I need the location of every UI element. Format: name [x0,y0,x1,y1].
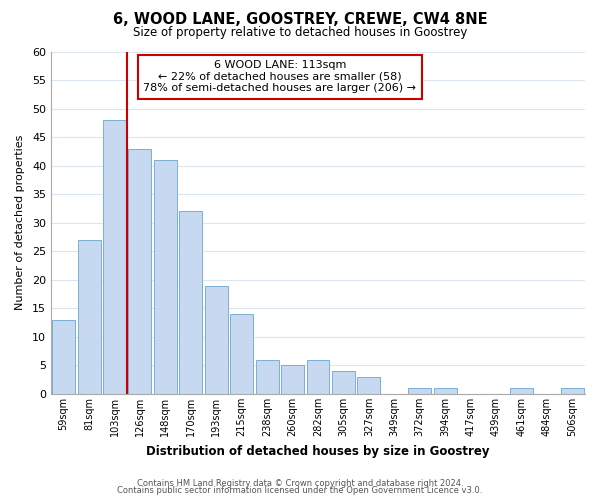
Bar [128,148,151,394]
Text: Size of property relative to detached houses in Goostrey: Size of property relative to detached ho… [133,26,467,39]
Bar [510,388,533,394]
Text: 6 WOOD LANE: 113sqm
← 22% of detached houses are smaller (58)
78% of semi-detach: 6 WOOD LANE: 113sqm ← 22% of detached ho… [143,60,416,94]
Text: Contains HM Land Registry data © Crown copyright and database right 2024.: Contains HM Land Registry data © Crown c… [137,478,463,488]
X-axis label: Distribution of detached houses by size in Goostrey: Distribution of detached houses by size … [146,444,490,458]
Text: Contains public sector information licensed under the Open Government Licence v3: Contains public sector information licen… [118,486,482,495]
Bar [358,377,380,394]
Bar [179,212,202,394]
Bar [77,240,101,394]
Bar [230,314,253,394]
Bar [434,388,457,394]
Bar [52,320,75,394]
Bar [408,388,431,394]
Y-axis label: Number of detached properties: Number of detached properties [15,135,25,310]
Bar [332,371,355,394]
Bar [154,160,177,394]
Bar [307,360,329,394]
Text: 6, WOOD LANE, GOOSTREY, CREWE, CW4 8NE: 6, WOOD LANE, GOOSTREY, CREWE, CW4 8NE [113,12,487,28]
Bar [205,286,227,394]
Bar [103,120,126,394]
Bar [281,366,304,394]
Bar [256,360,278,394]
Bar [561,388,584,394]
